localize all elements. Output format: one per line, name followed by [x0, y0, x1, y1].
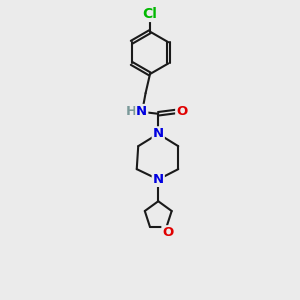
Text: Cl: Cl	[142, 7, 158, 21]
Text: O: O	[176, 105, 188, 118]
Text: N: N	[153, 173, 164, 186]
Text: N: N	[136, 105, 147, 118]
Text: N: N	[153, 127, 164, 140]
Text: H: H	[126, 105, 137, 118]
Text: O: O	[162, 226, 174, 239]
